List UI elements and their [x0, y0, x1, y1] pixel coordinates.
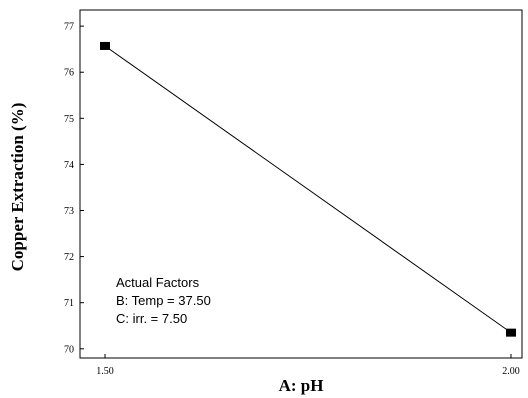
x-tick-label: 2.00 — [502, 366, 520, 377]
x-ticks: 1.50 2.00 — [96, 354, 520, 377]
actual-factors-annotation: Actual Factors B: Temp = 37.50 C: irr. =… — [116, 275, 211, 326]
x-tick-label: 1.50 — [96, 366, 114, 377]
annotation-line-3: C: irr. = 7.50 — [116, 311, 187, 326]
y-tick-label: 72 — [64, 252, 74, 263]
y-tick-label: 73 — [64, 206, 74, 217]
annotation-line-1: Actual Factors — [116, 275, 200, 290]
y-tick-label: 71 — [64, 298, 74, 309]
data-point — [506, 328, 516, 337]
y-tick-label: 76 — [64, 68, 74, 79]
y-ticks: 70 71 72 73 74 75 76 77 — [64, 22, 84, 355]
series-line — [104, 45, 512, 334]
y-axis-title: Copper Extraction (%) — [8, 103, 27, 272]
series-layer — [100, 41, 516, 337]
y-tick-label: 77 — [64, 22, 74, 33]
plot-frame — [79, 9, 523, 359]
y-tick-label: 70 — [64, 344, 74, 355]
y-tick-label: 74 — [64, 160, 74, 171]
x-axis-title: A: pH — [279, 376, 324, 395]
annotation-line-2: B: Temp = 37.50 — [116, 293, 211, 308]
data-point — [100, 41, 110, 50]
y-tick-label: 75 — [64, 114, 74, 125]
